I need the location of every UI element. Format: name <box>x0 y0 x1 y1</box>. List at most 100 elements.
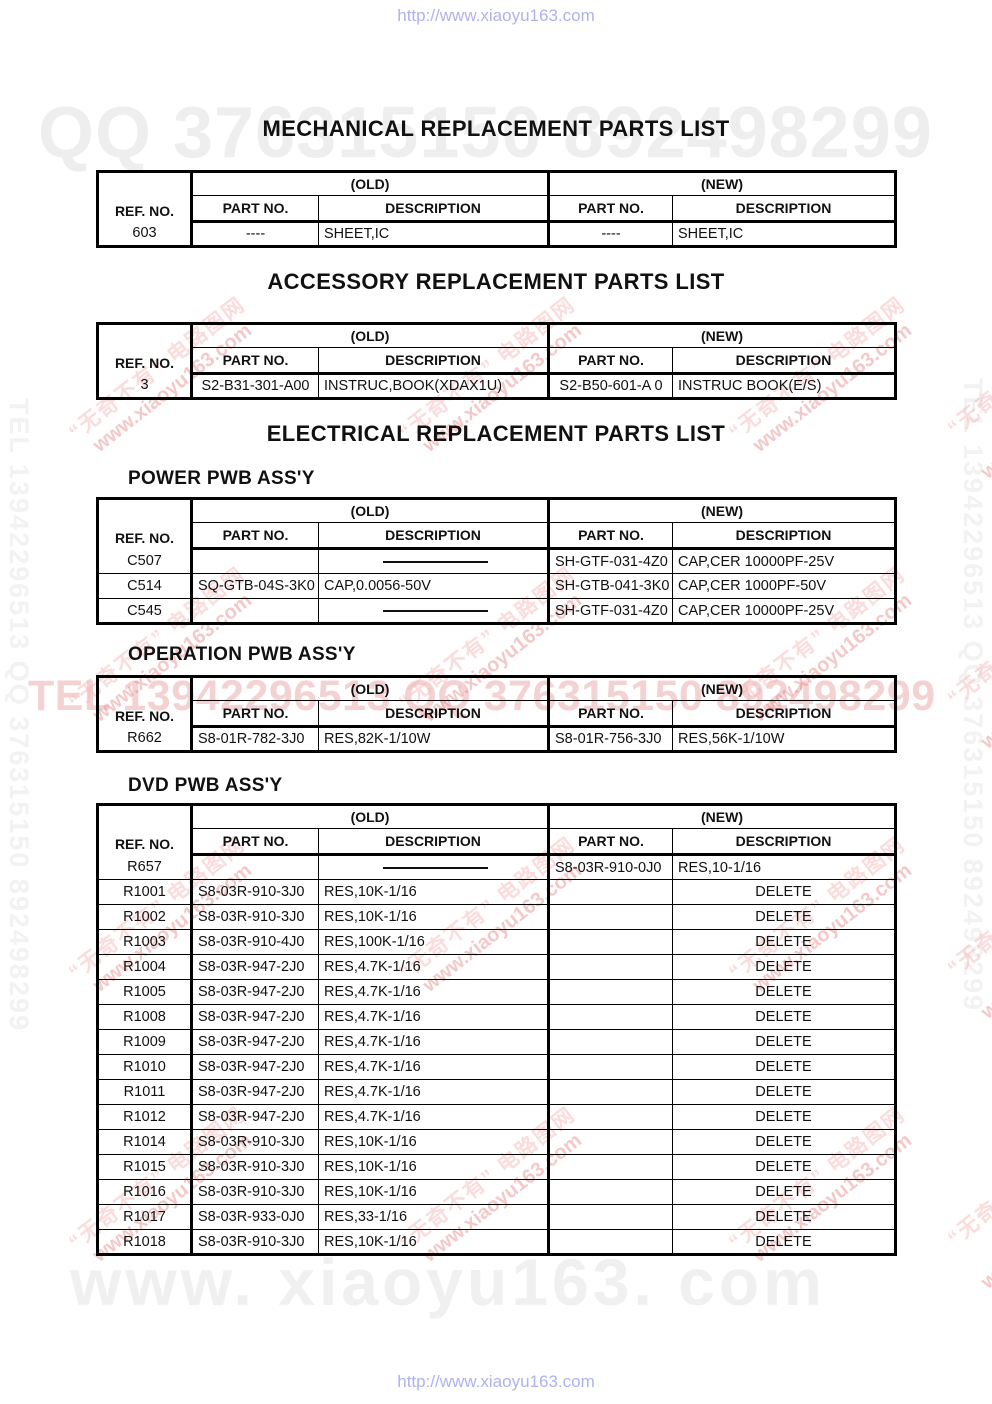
watermark-url-text: www.xiaoyu163.com <box>977 346 992 484</box>
table-row: R662 S8-01R-782-3J0 RES,82K-1/10W S8-01R-75… <box>97 726 896 752</box>
table-cell: S8-03R-910-3J0 <box>191 879 319 905</box>
table-cell: DELETE <box>672 979 896 1005</box>
dash-rule <box>383 560 488 563</box>
table-row: R1010 S8-03R-947-2J0 RES,4.7K-1/16 DELETE <box>97 1054 896 1080</box>
table-cell: ---- <box>191 221 319 247</box>
table-cell: S2-B50-601-A 0 <box>548 373 674 399</box>
table-cell: DELETE <box>672 954 896 980</box>
table-cell: C514 <box>97 573 193 599</box>
table-cell: S8-03R-947-2J0 <box>191 1054 319 1080</box>
table-cell <box>548 1179 674 1205</box>
col-header-new: (NEW) <box>548 676 896 701</box>
mechanical-parts-table: REF. NO. (OLD) (NEW) PART NO. DESCRIPTIO… <box>96 170 898 248</box>
col-header-old-part-no: PART NO. <box>191 700 319 728</box>
watermark-chinese-text: “无奇不有” 电路图网 <box>943 573 992 711</box>
table-cell: DELETE <box>672 1204 896 1230</box>
col-header-ref-no: REF. NO. <box>97 171 193 222</box>
table-cell: RES,4.7K-1/16 <box>318 1004 551 1030</box>
table-row: 603 ---- SHEET,IC ---- SHEET,IC <box>97 221 896 247</box>
subtitle-power-pwb: POWER PWB ASS'Y <box>128 468 315 489</box>
col-header-new-description: DESCRIPTION <box>672 195 896 223</box>
table-cell: R1005 <box>97 979 193 1005</box>
subtitle-dvd-pwb: DVD PWB ASS'Y <box>128 775 283 796</box>
table-row: R1004 S8-03R-947-2J0 RES,4.7K-1/16 DELETE <box>97 954 896 980</box>
table-cell: DELETE <box>672 1104 896 1130</box>
table-cell: S8-03R-910-3J0 <box>191 904 319 930</box>
col-header-old-description: DESCRIPTION <box>318 195 551 223</box>
table-cell: RES,10K-1/16 <box>318 879 551 905</box>
table-cell <box>318 854 551 880</box>
table-cell: R1008 <box>97 1004 193 1030</box>
table-cell: CAP,0.0056-50V <box>318 573 551 599</box>
col-header-old-part-no: PART NO. <box>191 828 319 856</box>
table-cell: RES,4.7K-1/16 <box>318 954 551 980</box>
table-row: R1012 S8-03R-947-2J0 RES,4.7K-1/16 DELETE <box>97 1104 896 1130</box>
table-cell: R1004 <box>97 954 193 980</box>
watermark-chinese-text: “无奇不有” 电路图网 <box>943 1113 992 1251</box>
col-header-old: (OLD) <box>191 171 551 196</box>
table-cell: DELETE <box>672 1179 896 1205</box>
table-cell: S8-03R-910-3J0 <box>191 1229 319 1255</box>
table-cell: RES,4.7K-1/16 <box>318 1029 551 1055</box>
col-header-old-part-no: PART NO. <box>191 522 319 550</box>
table-cell: R1012 <box>97 1104 193 1130</box>
table-cell <box>548 879 674 905</box>
table-cell: SQ-GTB-04S-3K0 <box>191 573 319 599</box>
table-cell: S8-03R-910-3J0 <box>191 1129 319 1155</box>
table-row: C507 SH-GTF-031-4Z0 CAP,CER 10000PF-25V <box>97 548 896 574</box>
table-cell: R1018 <box>97 1229 193 1255</box>
table-cell: S8-03R-910-3J0 <box>191 1179 319 1205</box>
table-cell: 3 <box>97 373 193 399</box>
table-cell: C507 <box>97 548 193 574</box>
table-cell: DELETE <box>672 904 896 930</box>
table-cell: CAP,CER 10000PF-25V <box>678 553 835 570</box>
table-cell: R1001 <box>97 879 193 905</box>
dvd-pwb-parts-table: REF. NO. (OLD) (NEW) PART NO. DESCRIPTIO… <box>96 803 898 1256</box>
table-row: 3 S2-B31-301-A00 INSTRUC,BOOK(XDAX1U) S2-B5… <box>97 373 896 399</box>
col-header-ref-no: REF. NO. <box>97 498 193 549</box>
table-cell: S8-03R-910-0J0 <box>548 854 674 880</box>
top-url: http://www.xiaoyu163.com <box>397 6 595 25</box>
table-cell: RES,33-1/16 <box>318 1204 551 1230</box>
table-cell <box>318 548 551 574</box>
col-header-new-part-no: PART NO. <box>548 522 674 550</box>
col-header-old-description: DESCRIPTION <box>318 522 551 550</box>
table-cell: C545 <box>97 598 193 624</box>
col-header-old-description: DESCRIPTION <box>318 347 551 375</box>
table-cell <box>548 1229 674 1255</box>
title-electrical: ELECTRICAL REPLACEMENT PARTS LIST <box>266 421 726 446</box>
col-header-new-part-no: PART NO. <box>548 828 674 856</box>
table-cell <box>548 954 674 980</box>
table-cell: RES,4.7K-1/16 <box>318 1079 551 1105</box>
col-header-new-description: DESCRIPTION <box>672 522 896 550</box>
table-cell: RES,10K-1/16 <box>318 1229 551 1255</box>
table-cell: DELETE <box>672 1054 896 1080</box>
table-cell: RES,10K-1/16 <box>318 1154 551 1180</box>
col-header-ref-no: REF. NO. <box>97 323 193 374</box>
col-header-new-description: DESCRIPTION <box>672 700 896 728</box>
table-row: R1002 S8-03R-910-3J0 RES,10K-1/16 DELETE <box>97 904 896 930</box>
col-header-new-part-no: PART NO. <box>548 195 674 223</box>
col-header-new-part-no: PART NO. <box>548 347 674 375</box>
table-row: R1003 S8-03R-910-4J0 RES,100K-1/16 DELETE <box>97 929 896 955</box>
table-cell <box>548 1129 674 1155</box>
table-cell: SHEET,IC <box>318 221 551 247</box>
table-cell: S8-03R-947-2J0 <box>191 1079 319 1105</box>
table-cell <box>548 1004 674 1030</box>
table-cell <box>548 904 674 930</box>
table-cell: R1015 <box>97 1154 193 1180</box>
table-cell: SHEET,IC <box>678 226 744 242</box>
col-header-new-part-no: PART NO. <box>548 700 674 728</box>
table-cell: R1017 <box>97 1204 193 1230</box>
table-row: R1015 S8-03R-910-3J0 RES,10K-1/16 DELETE <box>97 1154 896 1180</box>
table-row: C545 SH-GTF-031-4Z0 CAP,CER 10000PF-25V <box>97 598 896 624</box>
table-cell: S8-01R-756-3J0 <box>548 726 674 752</box>
table-cell <box>548 1079 674 1105</box>
col-header-old-description: DESCRIPTION <box>318 828 551 856</box>
table-row: R1009 S8-03R-947-2J0 RES,4.7K-1/16 DELETE <box>97 1029 896 1055</box>
table-cell: DELETE <box>672 1229 896 1255</box>
